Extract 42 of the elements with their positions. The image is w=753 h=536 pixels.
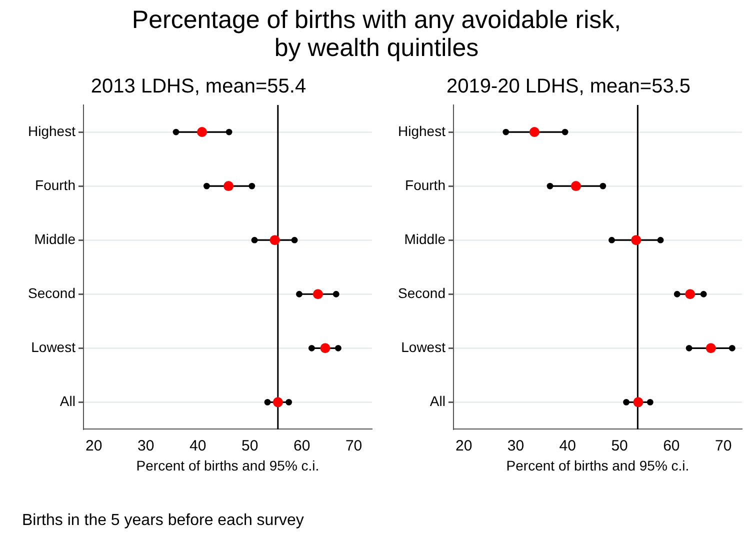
- x-tick-label: 50: [611, 437, 628, 454]
- text: Births in the 5 years before each survey: [22, 512, 304, 530]
- x-axis-title: Percent of births and 95% c.i.: [136, 457, 320, 474]
- x-tick-label: 30: [507, 437, 524, 454]
- x-tick-label: 40: [559, 437, 576, 454]
- text: Percentage of births with any avoidable risk, by wealth quintiles: [130, 6, 622, 62]
- point: [706, 343, 716, 354]
- y-tick-label: Highest: [28, 122, 76, 139]
- x-tick-label: 20: [86, 437, 102, 454]
- point: [272, 397, 283, 408]
- x-tick-label: 70: [714, 437, 732, 454]
- point: [312, 289, 323, 300]
- x-axis-title: Percent of births and 95% c.i.: [506, 457, 690, 474]
- x-tick-label: 70: [345, 437, 362, 454]
- point: [570, 181, 581, 192]
- chart-title: 2019-20 LDHS, mean=53.5: [446, 76, 691, 98]
- y-tick-label: Second: [28, 284, 76, 301]
- y-tick-label: Second: [398, 284, 446, 301]
- y-tick-label: Middle: [34, 230, 76, 247]
- y-tick-label: Middle: [404, 230, 446, 247]
- point: [633, 397, 644, 408]
- point: [529, 127, 540, 138]
- y-tick-label: Fourth: [405, 176, 446, 193]
- y-tick-label: Lowest: [31, 339, 76, 356]
- point: [197, 127, 208, 138]
- y-tick-label: Lowest: [401, 339, 446, 356]
- y-tick-label: All: [60, 393, 76, 410]
- point: [685, 289, 696, 300]
- point: [224, 181, 234, 192]
- point: [270, 235, 280, 246]
- y-tick-label: Fourth: [35, 176, 76, 193]
- x-tick-label: 30: [138, 437, 154, 454]
- chart-title: 2013 LDHS, mean=55.4: [90, 76, 306, 98]
- y-tick-label: All: [430, 393, 446, 410]
- point: [320, 343, 330, 354]
- y-tick-label: Highest: [398, 122, 446, 139]
- point: [631, 235, 642, 246]
- x-tick-label: 20: [456, 437, 472, 454]
- x-tick-label: 60: [663, 437, 680, 454]
- x-tick-label: 50: [241, 437, 258, 454]
- x-tick-label: 40: [190, 437, 206, 454]
- x-tick-label: 60: [293, 437, 310, 454]
